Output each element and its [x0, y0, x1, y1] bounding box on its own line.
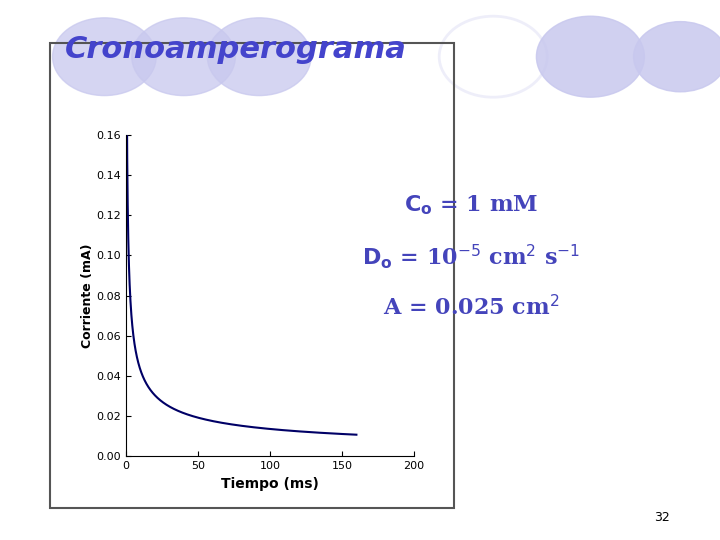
X-axis label: Tiempo (ms): Tiempo (ms) [221, 477, 319, 491]
Y-axis label: Corriente (mA): Corriente (mA) [81, 244, 94, 348]
Text: $\mathbf{D_o}$ = 10$^{-5}$ cm$^{2}$ s$^{-1}$: $\mathbf{D_o}$ = 10$^{-5}$ cm$^{2}$ s$^{… [362, 242, 581, 271]
Text: Cronoamperograma: Cronoamperograma [65, 35, 407, 64]
Text: A = 0.025 cm$^{2}$: A = 0.025 cm$^{2}$ [383, 295, 560, 320]
Text: $\mathbf{C_o}$ = 1 mM: $\mathbf{C_o}$ = 1 mM [405, 193, 539, 217]
Text: 32: 32 [654, 511, 670, 524]
